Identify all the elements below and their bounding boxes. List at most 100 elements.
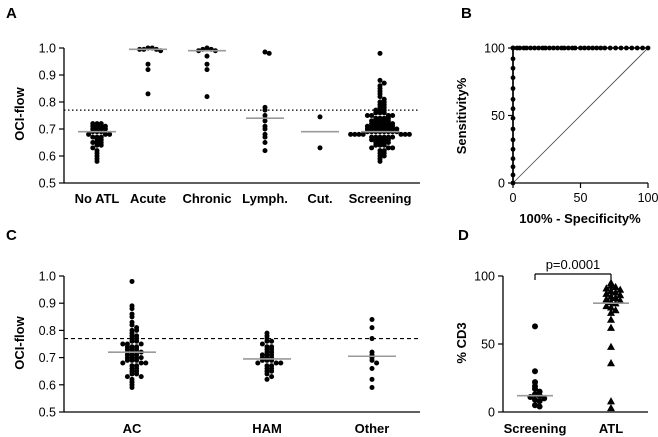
panel-a-x-category-label: Acute	[130, 191, 166, 206]
panel-d-data-point	[602, 295, 611, 303]
panel-a-data-point	[381, 142, 387, 148]
panel-label-d: D	[458, 227, 469, 244]
panel-d-data-point	[611, 293, 620, 301]
panel-c-data-point	[134, 357, 140, 363]
panel-c-data-point	[134, 371, 140, 377]
panel-c-data-point	[129, 278, 135, 284]
panel-label-c: C	[6, 227, 17, 244]
panel-d-x-category-label: Screening	[504, 421, 567, 436]
panel-c-data-point	[369, 385, 375, 391]
panel-a-data-point	[262, 107, 268, 113]
panel-a-data-point	[390, 134, 396, 140]
panel-a-data-point	[381, 80, 387, 86]
panel-a-data-point	[90, 145, 96, 151]
panel-b-roc-point	[572, 45, 578, 51]
panel-b-roc-point	[510, 75, 516, 81]
significance-bracket	[534, 273, 612, 280]
panel-b-x-tick-label: 0	[510, 191, 517, 205]
panel-b-roc-point	[594, 45, 600, 51]
panel-d-data-point	[611, 288, 620, 296]
panel-c-data-point	[129, 371, 135, 377]
panel-b-y-tick-label: 0	[498, 177, 505, 191]
panel-b-roc-point	[624, 45, 629, 51]
panel-a-data-point	[145, 61, 151, 67]
panel-c-x-category-label: Other	[355, 421, 390, 436]
panel-a-data-point	[385, 145, 391, 151]
panel-a-data-point	[360, 131, 366, 137]
panel-d-y-label: % CD3	[454, 322, 469, 363]
panel-a-data-point	[402, 131, 408, 137]
panel-d-data-point	[536, 403, 543, 410]
panel-b-roc-point	[613, 45, 618, 51]
panel-d-data-point	[607, 292, 615, 300]
panel-c-data-point	[129, 385, 135, 391]
panel-b-roc-point	[510, 86, 516, 91]
panel-d-plot: % CD3 p=0.0001 0 50 100 Screening ATL	[454, 257, 648, 436]
panel-a-data-point	[356, 131, 362, 137]
panel-label-a: A	[6, 5, 17, 22]
panel-b-roc-point	[528, 45, 533, 51]
panel-d-y-tick-label: 50	[481, 338, 495, 352]
panel-b-roc-point	[510, 146, 516, 152]
panel-c-data-point	[374, 360, 380, 366]
panel-a-data-point	[94, 158, 100, 164]
panel-a-data-point	[94, 142, 100, 148]
panel-c-data-point	[143, 360, 149, 366]
panel-label-b: B	[461, 5, 472, 22]
panel-a-data-point	[348, 131, 354, 137]
panel-b-roc-point	[629, 45, 635, 51]
panel-d-data-point	[602, 289, 611, 297]
panel-b-roc-point	[645, 45, 651, 51]
panel-d-data-point	[602, 284, 611, 292]
panel-b-roc-point	[561, 45, 567, 51]
panel-a-data-point	[381, 110, 387, 116]
panel-b-roc-point	[510, 45, 516, 51]
panel-a-data-point	[317, 145, 323, 151]
panel-d-data-point	[536, 398, 543, 405]
panel-d-data-point	[611, 306, 620, 314]
panel-a-data-point	[390, 113, 396, 118]
panel-d-data-point	[607, 397, 615, 405]
panel-d-data-point	[607, 303, 615, 311]
panel-d-data-point	[616, 285, 625, 293]
panel-b-y-tick-label: 100	[484, 42, 505, 56]
panel-b-roc-point	[510, 126, 516, 132]
panel-c-data-point	[134, 327, 140, 333]
panel-a-data-point	[90, 134, 96, 140]
panel-a-data-point	[102, 126, 108, 132]
panel-a-data-point	[377, 110, 383, 116]
panel-d-data-point	[616, 291, 625, 299]
panel-a-data-point	[373, 142, 379, 148]
panel-c-data-point	[369, 317, 375, 323]
panel-b-y-tick-label: 50	[491, 109, 505, 123]
panel-d-data-point	[607, 315, 615, 323]
panel-d-data-point	[532, 396, 538, 403]
panel-a-data-point	[406, 131, 412, 137]
panel-a-x-category-label: Lymph.	[242, 191, 288, 206]
panel-b-roc-point	[640, 45, 645, 51]
panel-a-data-point	[373, 110, 379, 116]
panel-a-y-tick-label: 0.8	[39, 96, 56, 110]
panel-b-roc-point	[510, 106, 516, 112]
panel-c-data-point	[255, 360, 261, 366]
panel-d-data-point	[607, 359, 615, 367]
panel-c-data-point	[129, 338, 135, 344]
panel-c-data-point	[273, 360, 279, 366]
panel-a-data-point	[381, 153, 387, 159]
panel-a-data-point	[377, 158, 383, 164]
panel-c-data-point	[278, 360, 284, 366]
panel-d-data-point	[611, 282, 620, 291]
panel-a-data-point	[377, 50, 383, 56]
panel-c-data-point	[129, 314, 135, 320]
panel-b-roc-point	[618, 45, 624, 51]
panel-b-roc-point	[634, 45, 640, 51]
panel-a-data-point	[204, 94, 210, 100]
panel-c-data-point	[264, 376, 270, 382]
panel-d-data-point	[532, 385, 538, 392]
panel-a-data-point	[262, 148, 268, 154]
panel-a-y-tick-label: 0.6	[39, 150, 56, 164]
panel-b-roc-point	[602, 45, 608, 51]
panel-d-data-point	[532, 368, 538, 375]
panel-a-data-point	[369, 145, 375, 151]
panel-a-y-tick-label: 0.5	[39, 177, 56, 191]
